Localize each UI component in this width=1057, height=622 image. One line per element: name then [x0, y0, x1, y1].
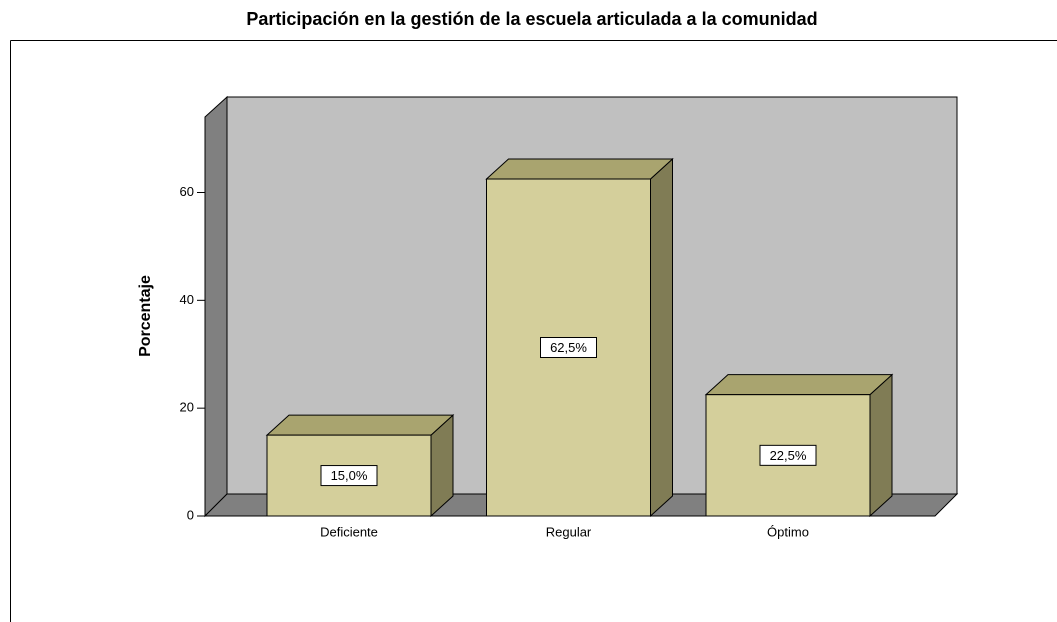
y-axis-label: Porcentaje: [137, 275, 154, 357]
x-tick-label: Regular: [546, 524, 592, 539]
value-label-box: [759, 444, 817, 466]
y-tick-label: 0: [187, 507, 194, 522]
bar-top: [704, 374, 894, 396]
bar-top: [485, 158, 674, 180]
y-tick-label: 40: [180, 292, 194, 307]
chart-title: Participación en la gestión de la escuel…: [246, 9, 817, 29]
value-label-box: [540, 337, 597, 359]
bar-side: [650, 157, 673, 518]
y-tick-label: 60: [180, 184, 194, 199]
bar-side: [869, 373, 893, 518]
x-tick-label: Óptimo: [767, 524, 809, 539]
x-tick-label: Deficiente: [320, 524, 378, 539]
bar-top: [265, 414, 455, 436]
y-tick-label: 20: [180, 400, 194, 415]
value-label: 22,5%: [770, 448, 807, 463]
value-label: 15,0%: [331, 468, 368, 483]
value-label-box: [320, 465, 378, 487]
left-wall: [204, 95, 228, 518]
value-label: 62,5%: [550, 340, 587, 355]
